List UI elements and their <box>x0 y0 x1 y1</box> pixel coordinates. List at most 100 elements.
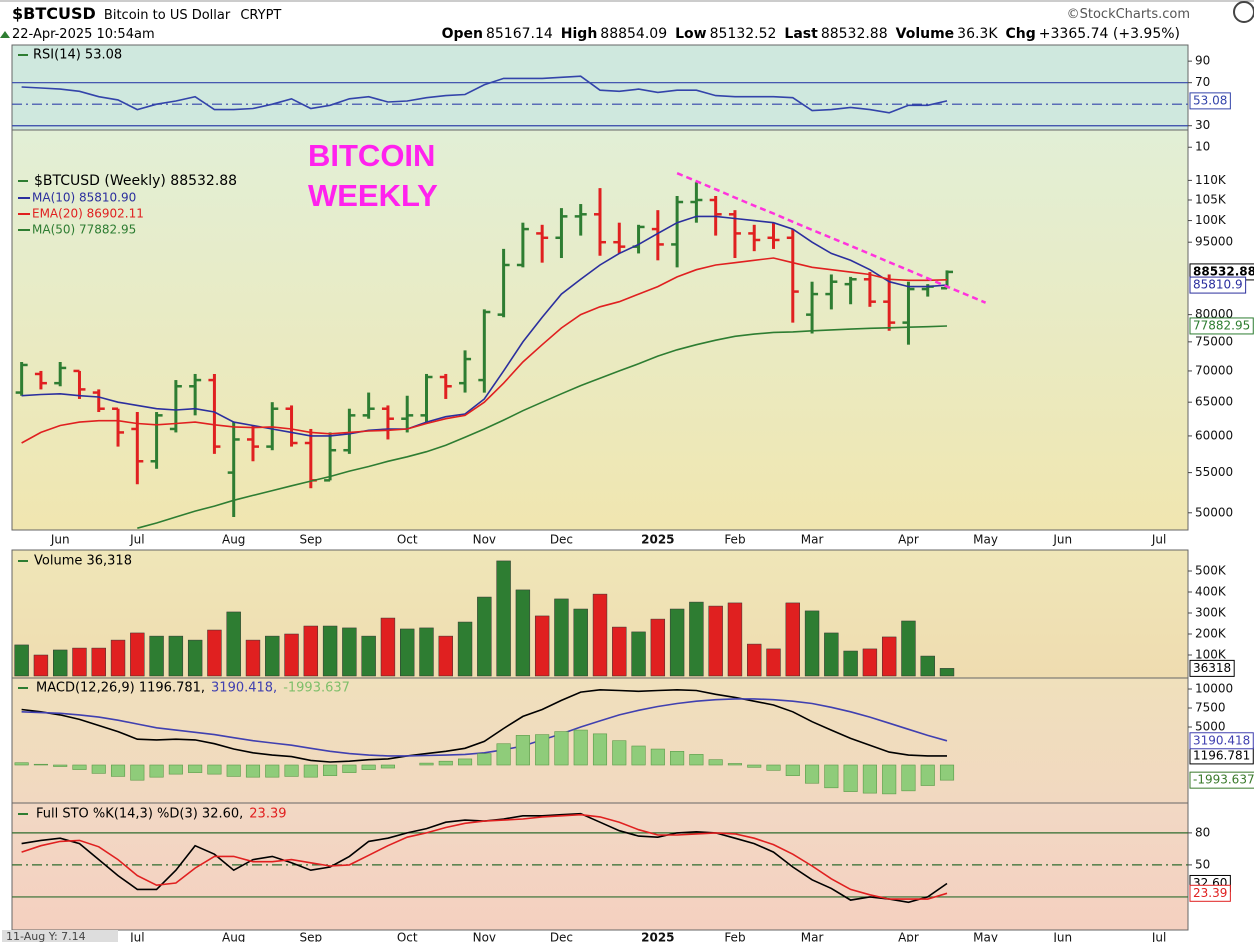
x-tick-label: Dec <box>550 533 573 547</box>
y-tick-label: 50000 <box>1195 505 1233 519</box>
value-label: 88532.88 <box>1193 264 1254 278</box>
quote-label: Open <box>441 26 483 42</box>
panel: 50 80 Jun Jul Aug Sep Oct Nov Dec 2025 Feb Mar Apr Ma… <box>12 807 1231 942</box>
volume-bar <box>534 615 550 677</box>
quote-value: 85132.52 <box>709 26 777 42</box>
volume-bar <box>669 608 685 677</box>
volume-bar <box>380 617 396 677</box>
volume-bar <box>457 621 473 677</box>
panel-title: Volume 36,318 <box>34 554 132 569</box>
symbol: $BTCUSD <box>12 4 96 23</box>
x-tick-label: Dec <box>550 931 573 942</box>
trendline <box>676 172 987 304</box>
legend-label: Full STO %K(14,3) %D(3) 32.60, <box>36 807 243 822</box>
volume-bar <box>650 618 666 677</box>
value-box <box>1189 771 1254 789</box>
quote-label: Volume <box>895 26 955 42</box>
value-box <box>1189 92 1231 110</box>
timestamp: 22-Apr-2025 10:54am <box>12 27 155 42</box>
quote-value: 88532.88 <box>820 26 888 42</box>
x-tick-label: Sep <box>300 931 323 942</box>
y-tick-label: 500K <box>1195 564 1227 578</box>
histogram-bar <box>689 754 704 766</box>
quote-value: 36.3K <box>957 26 998 42</box>
histogram-bar <box>72 764 87 770</box>
panel-title: $BTCUSD (Weekly) 88532.88 <box>34 173 237 189</box>
legend-label: -1993.637 <box>283 681 350 696</box>
x-tick-label: Mar <box>801 533 824 547</box>
y-tick-label: 400K <box>1195 585 1227 599</box>
volume-bar <box>110 639 126 677</box>
volume-bar <box>496 560 511 677</box>
panel: 10 30 70 90 53.08 RSI(14) 53.08 <box>12 48 1231 154</box>
volume-bar <box>342 627 357 677</box>
x-tick-label: Jul <box>1151 931 1166 942</box>
quote-label: Chg <box>1005 26 1036 42</box>
quote-value: 85167.14 <box>485 26 553 42</box>
volume-bar <box>72 647 87 677</box>
x-tick-label: May <box>973 533 998 547</box>
series-line <box>21 215 948 437</box>
x-tick-label: Mar <box>801 931 824 942</box>
value-label: 36318 <box>1193 661 1231 675</box>
x-tick-label: Feb <box>724 931 745 942</box>
source: ©StockCharts.com <box>1066 7 1190 22</box>
legend-label: EMA(20) 86902.11 <box>32 207 144 221</box>
x-tick-label: Jul <box>129 533 144 547</box>
y-tick-label: 55000 <box>1195 465 1233 479</box>
value-label: 85810.9 <box>1193 278 1243 292</box>
volume-bar <box>901 620 916 677</box>
volume-bar <box>53 649 68 677</box>
histogram-bar <box>130 764 145 781</box>
y-tick-label: 100K <box>1195 648 1227 662</box>
annotation: BITCOIN <box>308 138 435 173</box>
histogram-bar <box>824 764 839 789</box>
x-tick-label: 2025 <box>641 931 674 942</box>
volume-bar <box>785 602 800 677</box>
histogram-bar <box>535 734 550 766</box>
legend-label: MA(50) 77882.95 <box>32 223 136 237</box>
y-tick-label: 75000 <box>1195 334 1233 348</box>
panel: 5000055000600006500070000750008000095000… <box>15 138 1254 547</box>
x-tick-label: Apr <box>898 931 919 942</box>
value-label: 53.08 <box>1193 93 1227 107</box>
histogram-bar <box>438 760 453 766</box>
y-tick-label: 10000 <box>1195 682 1233 696</box>
histogram-bar <box>149 764 164 778</box>
histogram-bar <box>168 764 183 775</box>
series-line <box>21 257 948 444</box>
quote-label: High <box>560 26 598 42</box>
histogram-bar <box>284 764 299 777</box>
histogram-bar <box>265 764 280 778</box>
value-box <box>1189 317 1254 335</box>
value-box <box>1189 276 1247 294</box>
histogram-bar <box>708 759 723 766</box>
histogram-bar <box>496 743 511 766</box>
legend-label: MA(10) 85810.90 <box>32 191 136 205</box>
histogram-bar <box>245 764 261 778</box>
volume-bar <box>631 631 646 677</box>
header: $BTCUSD Bitcoin to US Dollar CRYPT ©Stoc… <box>0 0 1254 44</box>
histogram-bar <box>207 764 222 775</box>
volume-bar <box>920 655 935 677</box>
y-tick-label: 90 <box>1195 54 1210 68</box>
volume-bar <box>187 639 203 677</box>
value-label: 1196.781 <box>1193 748 1250 762</box>
corner-icon <box>1233 1 1254 23</box>
x-tick-label: Sep <box>300 533 323 547</box>
volume-bar <box>824 632 839 677</box>
x-tick-label: 2025 <box>641 533 674 547</box>
series-line <box>21 688 947 763</box>
x-tick-label: Oct <box>397 533 418 547</box>
histogram-bar <box>53 764 68 767</box>
value-label: 3190.418 <box>1193 733 1250 747</box>
volume-bar <box>245 639 261 677</box>
y-tick-label: 5000 <box>1195 720 1226 734</box>
panel: 100K 200K 300K 400K 500K 36318 Volume 36,318 <box>14 554 1235 677</box>
value-box <box>1189 732 1254 750</box>
histogram-bar <box>573 729 588 766</box>
legend-label: 23.39 <box>249 807 286 822</box>
histogram-bar <box>670 751 685 766</box>
